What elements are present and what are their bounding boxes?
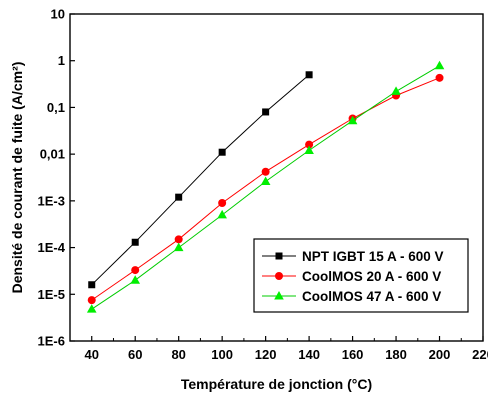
- y-tick-label: 1E-4: [38, 240, 66, 255]
- data-point: [174, 235, 183, 244]
- legend-item: NPT IGBT 15 A - 600 V: [262, 249, 444, 264]
- legend-label: CoolMOS 47 A - 600 V: [302, 289, 441, 304]
- data-point: [175, 193, 183, 201]
- plot-frame: [69, 13, 484, 342]
- x-tick-label: 200: [429, 347, 451, 362]
- data-point: [262, 108, 270, 116]
- data-point: [88, 281, 96, 289]
- x-tick-label: 220: [472, 347, 488, 362]
- legend-marker: [275, 272, 283, 280]
- data-point: [435, 73, 444, 82]
- x-tick-label: 120: [255, 347, 277, 362]
- x-tick-label: 160: [342, 347, 364, 362]
- legend-marker: [275, 252, 283, 260]
- x-tick-label: 40: [85, 347, 99, 362]
- data-point: [261, 167, 270, 176]
- data-point: [87, 296, 96, 305]
- data-point: [130, 275, 141, 284]
- y-tick-label: 1E-3: [38, 193, 65, 208]
- x-tick-label: 180: [385, 347, 407, 362]
- data-point: [131, 238, 139, 246]
- data-point: [305, 140, 314, 149]
- data-point: [218, 148, 226, 156]
- data-point: [218, 198, 227, 207]
- legend-label: NPT IGBT 15 A - 600 V: [302, 249, 444, 264]
- series-3: [86, 60, 445, 313]
- data-point: [217, 209, 227, 219]
- data-point: [173, 242, 184, 252]
- y-axis-ticks: 1E-6 1E-5 1E-4 1E-3 0,01 0,1 1 10: [38, 7, 75, 349]
- x-axis-title: Température de jonction (°C): [181, 376, 372, 392]
- legend-item: CoolMOS 20 A - 600 V: [262, 269, 441, 284]
- data-point: [305, 71, 313, 79]
- legend-items: NPT IGBT 15 A - 600 V CoolMOS 20 A - 600 …: [262, 249, 444, 304]
- y-axis-title: Densité de courant de fuite (A/cm²): [9, 62, 25, 294]
- y-tick-label: 10: [51, 7, 65, 22]
- legend: NPT IGBT 15 A - 600 V CoolMOS 20 A - 600 …: [253, 238, 469, 313]
- y-tick-label: 1E-6: [38, 334, 65, 349]
- data-point: [260, 176, 271, 185]
- legend-marker: [274, 291, 284, 300]
- data-point: [434, 60, 445, 70]
- data-point: [347, 115, 358, 125]
- y-tick-label: 0,01: [40, 147, 65, 162]
- y-tick-label: 0,1: [47, 100, 65, 115]
- series-2: [87, 73, 444, 305]
- y-tick-label: 1E-5: [38, 287, 65, 302]
- legend-label: CoolMOS 20 A - 600 V: [302, 269, 441, 284]
- x-tick-label: 100: [211, 347, 233, 362]
- data-point: [131, 266, 140, 275]
- data-point: [304, 145, 314, 154]
- y-tick-label: 1: [58, 53, 65, 68]
- x-tick-label: 60: [128, 347, 142, 362]
- data-point: [391, 86, 401, 95]
- series-line: [91, 74, 310, 286]
- x-tick-label: 80: [171, 347, 185, 362]
- series-1: [88, 71, 313, 289]
- legend-item: CoolMOS 47 A - 600 V: [262, 289, 441, 304]
- data-point: [86, 304, 97, 313]
- x-axis-ticks: 40 60 80 100 120 140 160 180 200 220: [69, 336, 488, 362]
- x-tick-label: 140: [298, 347, 320, 362]
- series-layer: [86, 60, 445, 313]
